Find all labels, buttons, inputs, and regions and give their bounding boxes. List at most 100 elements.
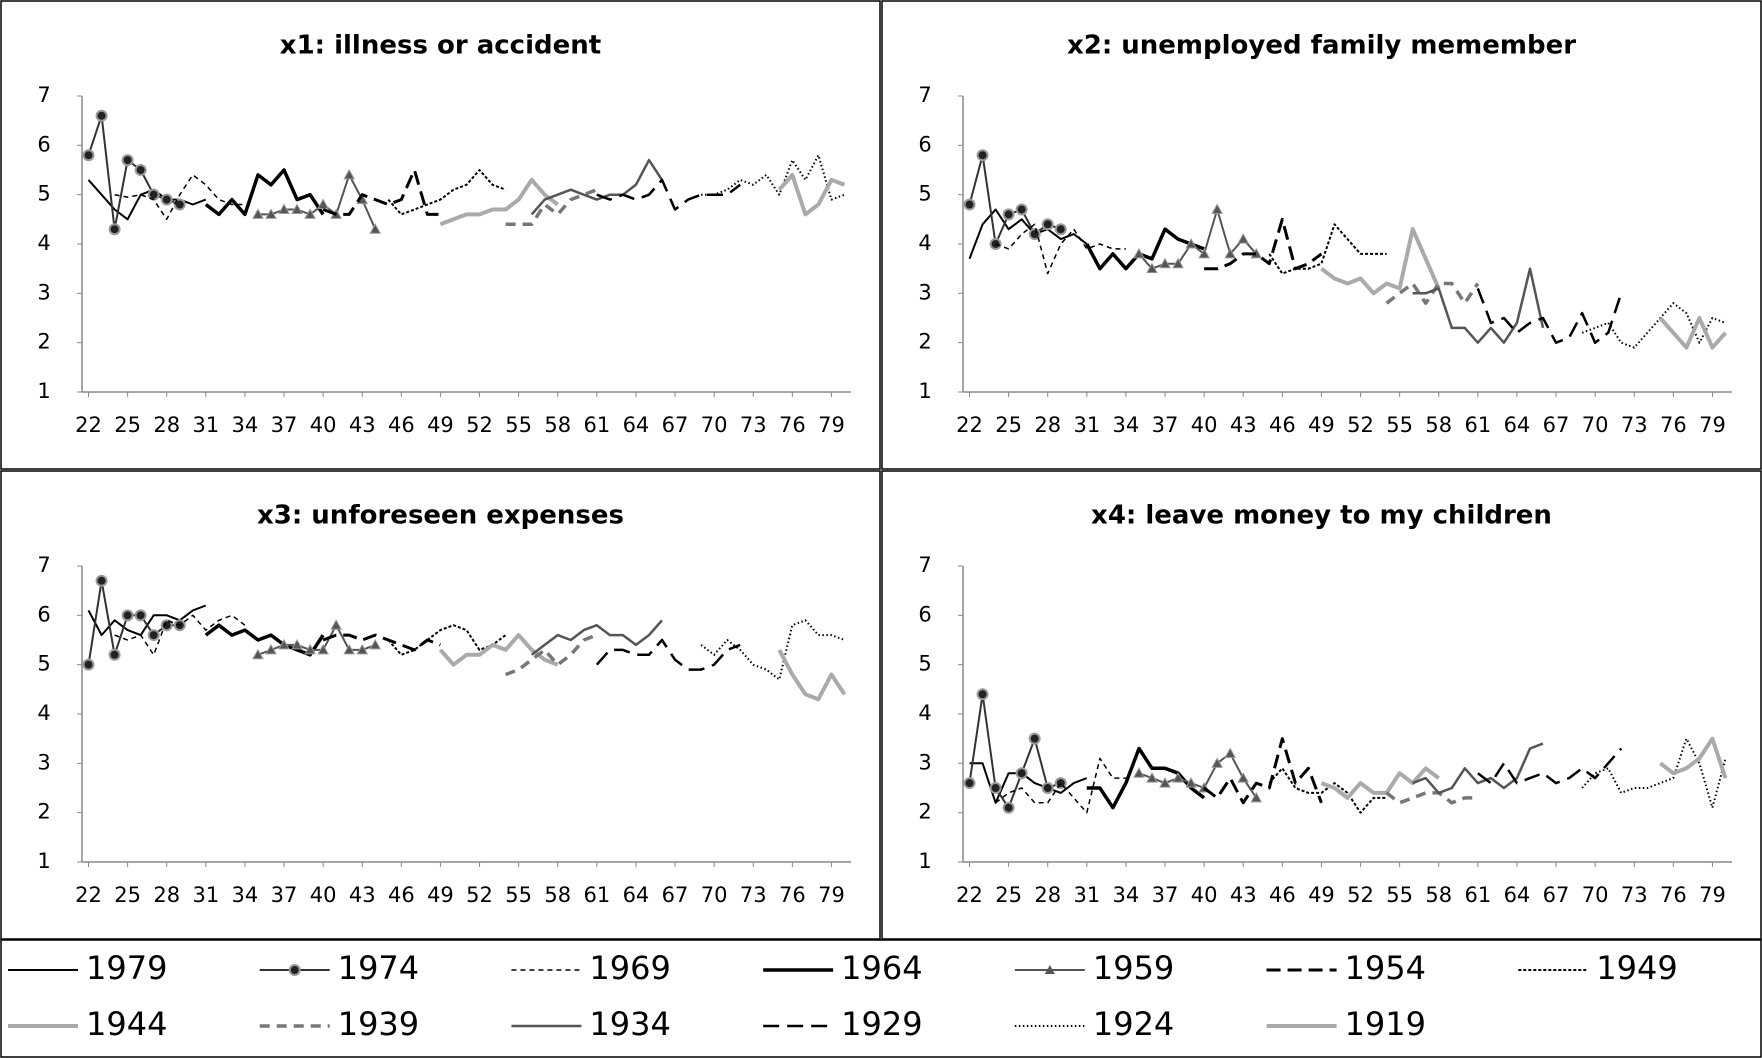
- y-tick-label: 2: [918, 330, 931, 354]
- x-tick-label: 40: [310, 883, 337, 907]
- x-tick-label: 58: [1425, 883, 1452, 907]
- x-tick-label: 58: [544, 413, 571, 437]
- y-tick-label: 6: [37, 132, 50, 156]
- x-tick-label: 31: [192, 413, 219, 437]
- x-tick-label: 73: [1621, 413, 1648, 437]
- x-tick-label: 61: [1464, 883, 1491, 907]
- point-marker: [1224, 247, 1237, 259]
- x-tick-label: 34: [232, 413, 259, 437]
- x-tick-label: 40: [310, 413, 337, 437]
- x-tick-label: 37: [271, 883, 298, 907]
- y-tick-label: 6: [918, 602, 931, 626]
- y-tick-label: 2: [918, 800, 931, 824]
- point-marker: [1002, 208, 1015, 221]
- legend-marker: [288, 964, 301, 976]
- point-marker: [108, 223, 121, 236]
- x-tick-label: 64: [623, 883, 650, 907]
- series-line: [322, 168, 441, 216]
- x-tick-label: 34: [1113, 883, 1140, 907]
- legend-label: 1979: [86, 949, 167, 987]
- x-tick-label: 43: [1230, 883, 1257, 907]
- point-marker: [989, 782, 1002, 794]
- point-marker: [95, 574, 108, 587]
- point-marker: [343, 168, 356, 180]
- legend-label: 1954: [1345, 949, 1426, 987]
- point-marker: [976, 688, 989, 701]
- point-marker: [330, 619, 343, 630]
- point-marker: [369, 638, 382, 650]
- x-tick-label: 73: [740, 883, 767, 907]
- panel-border: [881, 470, 1762, 940]
- y-tick-label: 6: [918, 132, 931, 156]
- point-marker: [252, 648, 264, 660]
- point-marker: [108, 648, 121, 661]
- x-tick-label: 25: [114, 883, 141, 907]
- x-tick-label: 28: [1034, 413, 1061, 437]
- x-tick-label: 40: [1191, 883, 1218, 907]
- legend-marker: [1044, 965, 1055, 974]
- point-marker: [121, 609, 134, 622]
- x-tick-label: 22: [956, 413, 983, 437]
- legend-border: [0, 939, 1762, 1058]
- point-marker: [1237, 772, 1250, 783]
- point-marker: [976, 149, 989, 162]
- x-tick-label: 70: [1582, 413, 1609, 437]
- x-tick-label: 22: [956, 883, 983, 907]
- series-line: [439, 177, 559, 227]
- x-tick-label: 31: [1073, 883, 1100, 907]
- point-marker: [304, 208, 316, 219]
- point-marker: [252, 208, 264, 219]
- panel-title: x3: unforeseen expenses: [257, 501, 624, 531]
- series-line: [995, 223, 1126, 275]
- point-marker: [304, 643, 316, 655]
- point-marker: [1237, 233, 1250, 244]
- x-tick-label: 52: [1347, 413, 1374, 437]
- series-line: [995, 757, 1126, 814]
- x-tick-label: 64: [1504, 883, 1531, 907]
- point-marker: [82, 149, 95, 162]
- series-line: [530, 158, 664, 216]
- panel-border: [881, 0, 1762, 470]
- point-marker: [1133, 767, 1145, 778]
- y-tick-label: 5: [918, 182, 931, 206]
- series-line: [596, 178, 741, 211]
- point-marker: [1028, 732, 1041, 745]
- point-marker: [1172, 257, 1184, 269]
- point-marker: [1041, 782, 1054, 794]
- series-line: [505, 188, 598, 227]
- x-tick-label: 34: [232, 883, 259, 907]
- x-tick-label: 43: [349, 413, 376, 437]
- series-line: [1385, 281, 1480, 305]
- x-tick-label: 49: [1308, 413, 1335, 437]
- point-marker: [134, 164, 147, 176]
- x-tick-label: 67: [662, 413, 689, 437]
- x-tick-label: 79: [818, 413, 845, 437]
- x-tick-label: 52: [466, 883, 493, 907]
- series-line: [204, 168, 325, 217]
- point-marker: [160, 619, 173, 632]
- x-tick-label: 31: [1073, 413, 1100, 437]
- series-line: [700, 619, 845, 681]
- x-tick-label: 28: [153, 883, 180, 907]
- x-tick-label: 76: [779, 883, 806, 907]
- series-line: [1412, 267, 1545, 344]
- point-marker: [134, 609, 147, 622]
- x-tick-label: 73: [1621, 883, 1648, 907]
- point-marker: [1054, 223, 1067, 236]
- series-line: [1320, 227, 1441, 296]
- series-line: [1320, 766, 1440, 800]
- series-line: [1659, 736, 1728, 779]
- series-line: [504, 633, 598, 677]
- x-tick-label: 40: [1191, 413, 1218, 437]
- x-tick-label: 43: [349, 883, 376, 907]
- x-tick-label: 55: [505, 413, 532, 437]
- point-marker: [1133, 247, 1145, 259]
- series-line: [387, 169, 506, 216]
- panel-border: [0, 470, 881, 940]
- x-tick-label: 79: [1699, 413, 1726, 437]
- series-line: [968, 208, 1088, 260]
- x-tick-label: 61: [583, 883, 610, 907]
